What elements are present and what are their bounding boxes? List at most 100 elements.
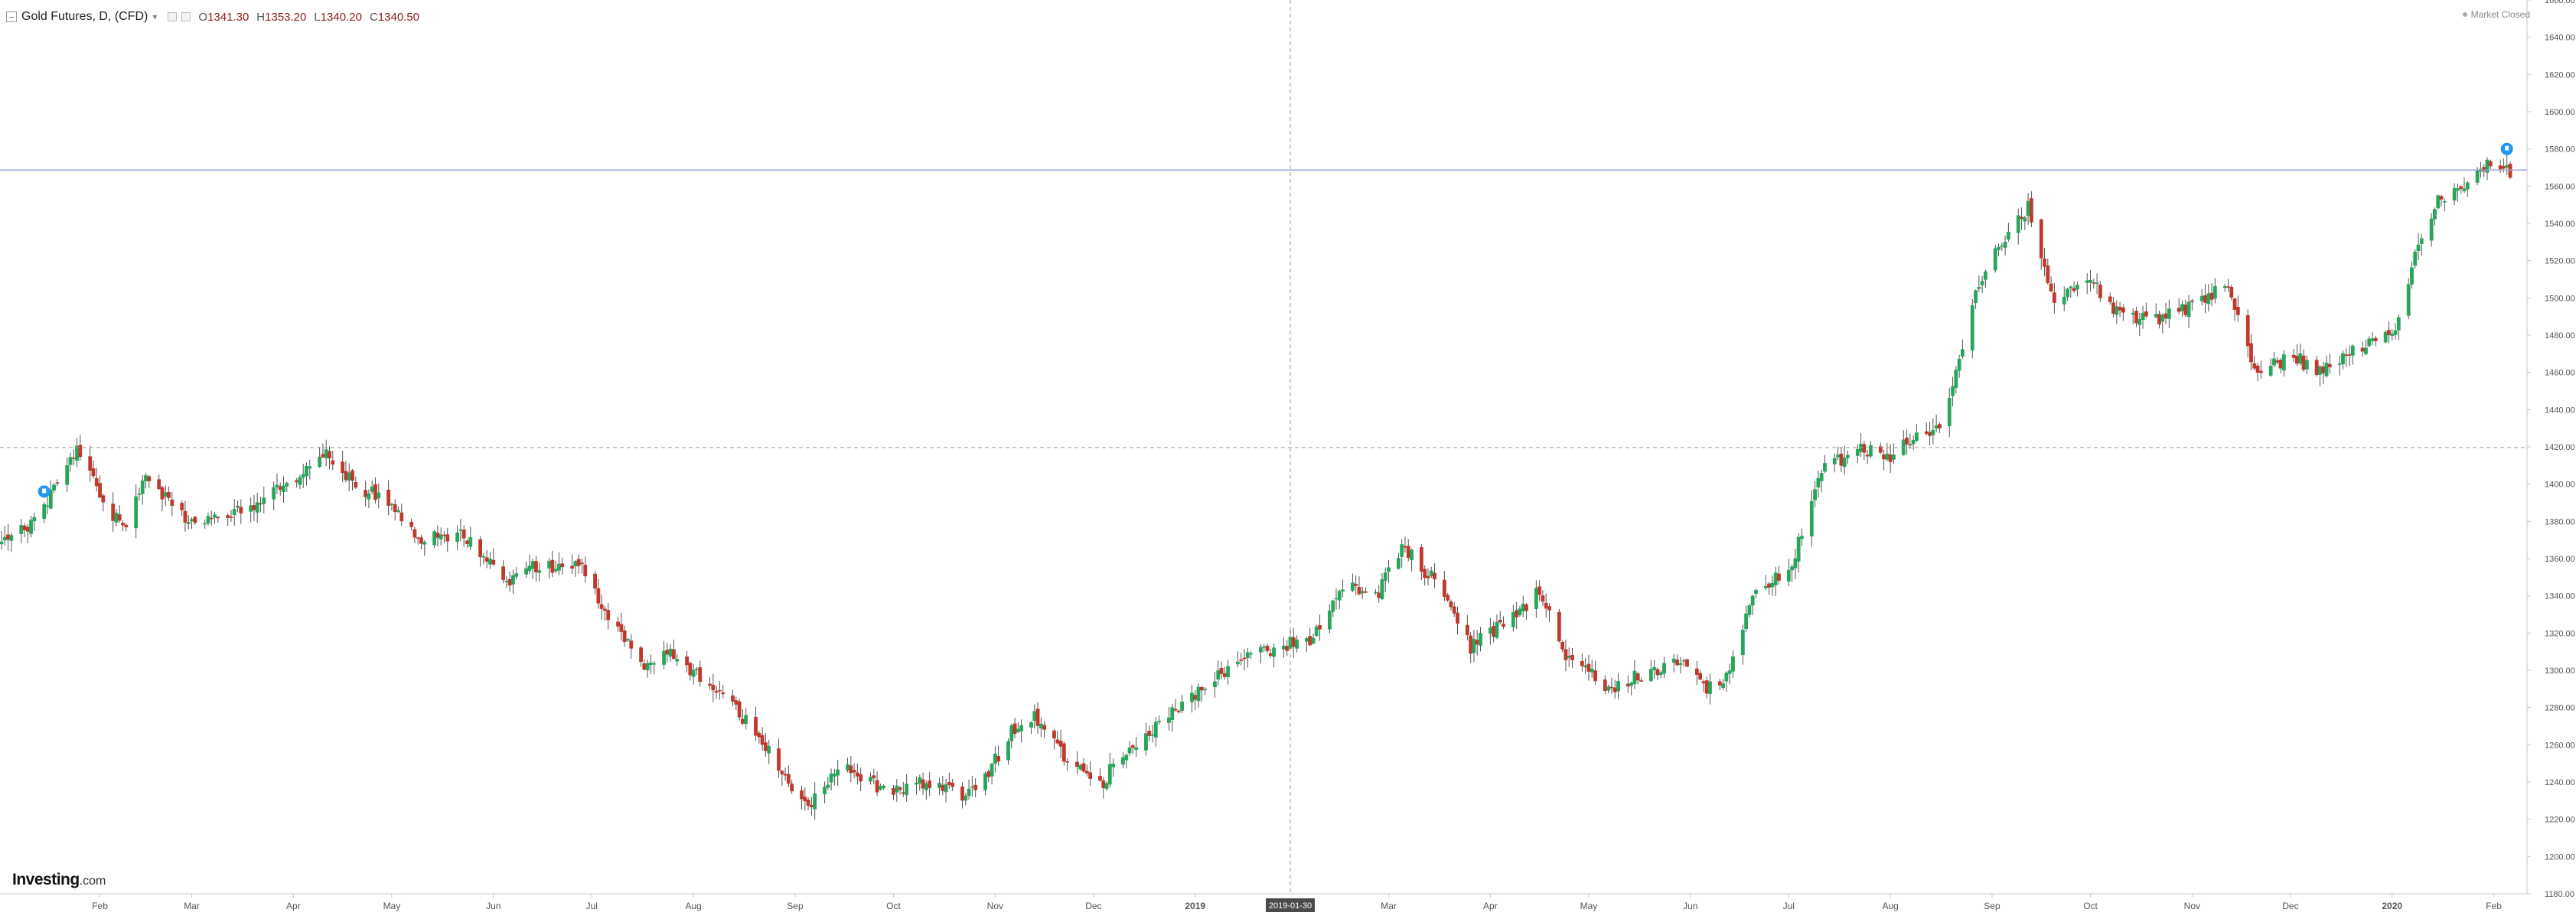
- candle[interactable]: [711, 673, 716, 702]
- candle-body[interactable]: [668, 648, 673, 657]
- candle-body[interactable]: [481, 556, 486, 558]
- candle-body[interactable]: [1629, 683, 1634, 686]
- candle-body[interactable]: [1058, 741, 1063, 747]
- candle-body[interactable]: [570, 565, 574, 569]
- candle-body[interactable]: [1452, 606, 1456, 614]
- candle[interactable]: [1419, 544, 1423, 581]
- candle[interactable]: [1681, 658, 1686, 667]
- candle-body[interactable]: [2177, 308, 2181, 312]
- candle[interactable]: [1203, 686, 1207, 696]
- candle-body[interactable]: [1295, 639, 1299, 649]
- candle[interactable]: [1770, 575, 1775, 596]
- candle[interactable]: [2439, 194, 2444, 207]
- candle-body[interactable]: [1836, 455, 1840, 458]
- candle-body[interactable]: [1747, 605, 1752, 615]
- candle-body[interactable]: [468, 537, 473, 547]
- candle[interactable]: [698, 660, 703, 687]
- candle[interactable]: [622, 625, 627, 647]
- candle[interactable]: [2281, 350, 2286, 377]
- candle[interactable]: [305, 462, 308, 486]
- candle-body[interactable]: [1354, 584, 1358, 586]
- candle-body[interactable]: [1075, 761, 1079, 767]
- candle[interactable]: [1842, 445, 1847, 475]
- candle-body[interactable]: [2, 536, 7, 541]
- candle-body[interactable]: [826, 784, 830, 788]
- candle-body[interactable]: [855, 772, 859, 777]
- candle-body[interactable]: [734, 700, 739, 705]
- candle[interactable]: [1176, 709, 1181, 714]
- candle[interactable]: [1065, 758, 1070, 771]
- candle[interactable]: [2268, 358, 2273, 377]
- candle[interactable]: [344, 461, 348, 483]
- candle[interactable]: [68, 453, 73, 472]
- candle-body[interactable]: [1426, 575, 1430, 578]
- candle-body[interactable]: [2089, 280, 2092, 283]
- candle-body[interactable]: [1442, 579, 1446, 597]
- candle-body[interactable]: [1429, 570, 1433, 577]
- candle[interactable]: [2252, 356, 2257, 371]
- candle[interactable]: [754, 706, 758, 741]
- candle-body[interactable]: [249, 505, 253, 512]
- candle-body[interactable]: [321, 454, 325, 458]
- candle[interactable]: [328, 446, 331, 470]
- candle[interactable]: [432, 530, 437, 549]
- candle[interactable]: [1777, 565, 1781, 585]
- candle[interactable]: [1104, 781, 1109, 791]
- candle-body[interactable]: [1308, 636, 1312, 646]
- candle-body[interactable]: [849, 765, 853, 774]
- candle-body[interactable]: [1609, 686, 1614, 689]
- candle-body[interactable]: [259, 503, 262, 505]
- candle[interactable]: [226, 513, 230, 526]
- candle[interactable]: [1101, 777, 1106, 799]
- candle-body[interactable]: [1268, 653, 1273, 657]
- candle-body[interactable]: [777, 748, 781, 771]
- candle[interactable]: [593, 571, 597, 595]
- candle-body[interactable]: [875, 780, 879, 793]
- candle[interactable]: [1081, 758, 1086, 773]
- candle[interactable]: [1511, 605, 1515, 632]
- candle[interactable]: [377, 483, 381, 509]
- candle[interactable]: [662, 640, 666, 670]
- candle-body[interactable]: [547, 560, 551, 569]
- candle[interactable]: [1190, 684, 1194, 713]
- candle-body[interactable]: [1236, 661, 1240, 665]
- candle[interactable]: [1731, 650, 1735, 679]
- candle[interactable]: [2301, 349, 2306, 372]
- candle-body[interactable]: [1839, 453, 1844, 466]
- candle-body[interactable]: [412, 529, 417, 538]
- candle-body[interactable]: [2098, 284, 2102, 298]
- candle-body[interactable]: [1557, 611, 1561, 642]
- candle-body[interactable]: [741, 719, 745, 724]
- candle-body[interactable]: [639, 647, 643, 662]
- candle[interactable]: [2092, 279, 2096, 289]
- candle-body[interactable]: [180, 503, 184, 510]
- candle[interactable]: [1144, 722, 1148, 756]
- candle-body[interactable]: [1387, 567, 1391, 572]
- candle-body[interactable]: [947, 782, 951, 785]
- candle[interactable]: [2089, 269, 2092, 292]
- candle-body[interactable]: [1222, 673, 1227, 677]
- candle-body[interactable]: [744, 715, 748, 724]
- candle-body[interactable]: [2459, 186, 2464, 190]
- candle[interactable]: [1590, 660, 1594, 678]
- candle-body[interactable]: [2281, 354, 2286, 371]
- candle-body[interactable]: [1855, 448, 1860, 456]
- candle[interactable]: [2488, 159, 2493, 170]
- candle[interactable]: [1655, 667, 1660, 680]
- candle[interactable]: [809, 797, 814, 816]
- candle-body[interactable]: [718, 689, 722, 692]
- candle-body[interactable]: [901, 792, 905, 794]
- candle-body[interactable]: [1403, 546, 1407, 548]
- candle[interactable]: [1632, 660, 1637, 689]
- candle[interactable]: [918, 774, 922, 791]
- candle[interactable]: [1006, 738, 1010, 765]
- candle[interactable]: [1377, 585, 1381, 603]
- candle-body[interactable]: [2410, 267, 2414, 285]
- candle[interactable]: [78, 435, 83, 461]
- candle-body[interactable]: [1318, 625, 1322, 630]
- candle-body[interactable]: [2324, 363, 2329, 376]
- candle-body[interactable]: [892, 788, 895, 795]
- candle[interactable]: [1009, 723, 1014, 749]
- candle-body[interactable]: [1121, 757, 1125, 765]
